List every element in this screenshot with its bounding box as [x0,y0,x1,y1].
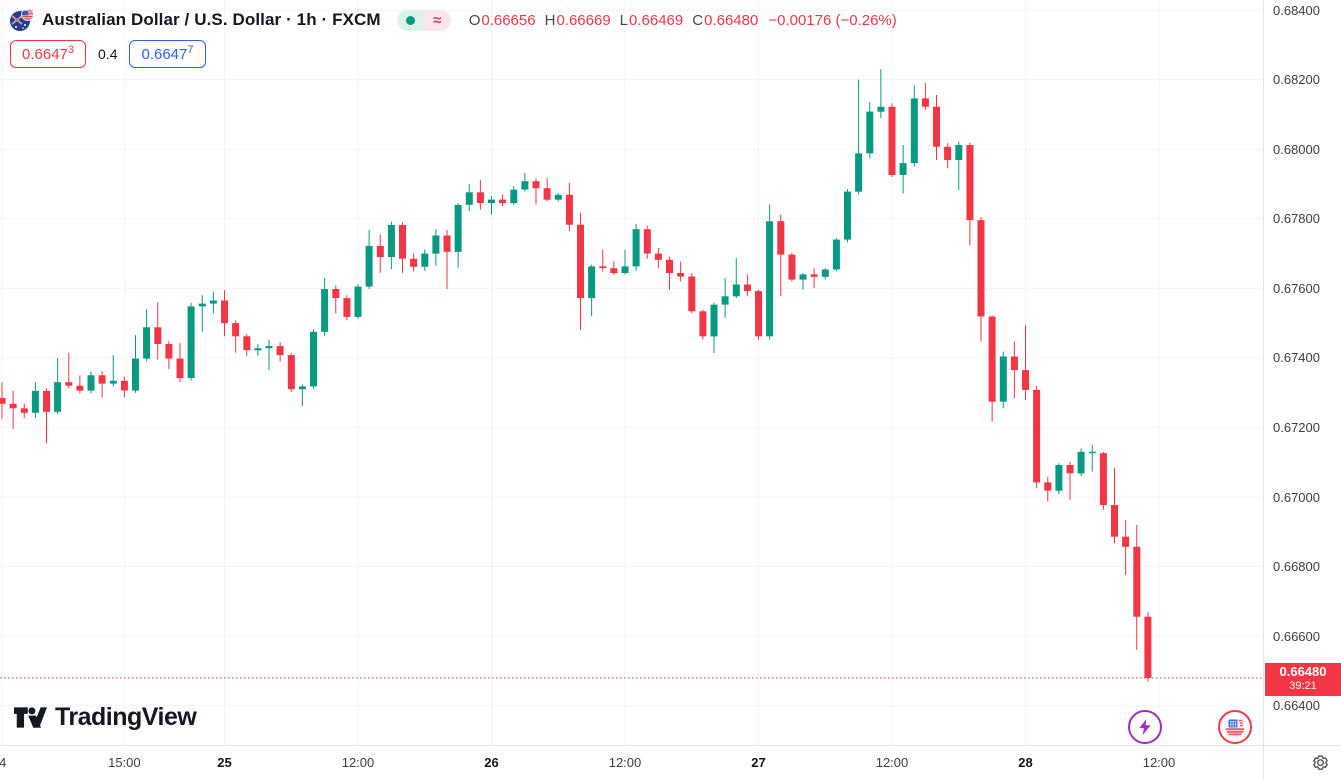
time-axis-label: 27 [751,755,766,770]
market-status-pill[interactable]: ≈ [396,9,451,31]
tradingview-wordmark: TradingView [55,703,197,731]
time-axis-label: 25 [217,755,232,770]
low-value: 0.66469 [629,11,684,29]
price-axis[interactable]: 0.66480 39:21 0.68400 0.68200 0.68000 0.678… [1263,0,1341,745]
tradingview-logo[interactable]: TradingView [14,703,197,732]
price-axis-label: 0.66600 [1273,628,1320,644]
spread-value: 0.4 [98,46,118,62]
time-axis-label: 15:00 [108,755,141,770]
ask-sup-digit: 7 [187,44,194,56]
price-axis-label: 0.67000 [1273,489,1320,505]
price-axis-label: 0.67600 [1273,280,1320,296]
axis-corner [1263,745,1341,780]
us-economic-event-icon[interactable] [1218,710,1252,744]
chart-canvas[interactable] [0,0,1263,745]
tradingview-logo-icon [14,707,47,728]
price-axis-label: 0.67400 [1273,350,1320,366]
change-value: −0.00176 (−0.26%) [768,11,897,29]
delayed-data-icon: ≈ [423,9,451,31]
price-axis-label: 0.67800 [1273,211,1320,227]
price-axis-label: 0.66400 [1273,698,1320,714]
gear-icon[interactable] [1310,753,1331,774]
ohlc-readout: O0.66656 H0.66669 L0.66469 C0.66480 −0.0… [469,12,897,29]
time-axis-label: 28 [1018,755,1033,770]
bid-price-button[interactable]: 0.66473 [10,40,87,68]
bid-main: 0.6647 [22,46,68,63]
aud-usd-flag-icon [10,8,34,31]
price-axis-label: 0.66800 [1273,559,1320,575]
high-label: H [544,11,556,29]
bar-countdown: 39:21 [1289,679,1317,692]
price-axis-label: 0.67200 [1273,419,1320,435]
open-value: 0.66656 [481,11,536,29]
close-value: 0.66480 [704,11,759,29]
time-axis[interactable]: 4 15:00 25 12:00 26 12:00 27 12:00 28 12:00 [0,745,1263,780]
close-label: C [692,11,704,29]
instant-trading-button[interactable] [1128,710,1162,744]
time-axis-label: 12:00 [1142,755,1176,770]
ask-price-button[interactable]: 0.66477 [129,40,206,68]
us-flag-roundel-icon [1225,717,1245,737]
low-label: L [619,11,629,29]
time-axis-label: 4 [0,755,6,770]
price-axis-label: 0.68000 [1273,141,1320,157]
market-open-dot-icon [396,9,424,31]
price-axis-label: 0.68400 [1273,2,1320,18]
ask-main: 0.6647 [141,46,188,63]
high-value: 0.66669 [556,11,611,29]
time-axis-label: 26 [484,755,499,770]
bid-sup-digit: 3 [67,44,75,56]
current-price-value: 0.66480 [1279,663,1327,679]
time-axis-label: 12:00 [341,755,375,770]
time-axis-label: 12:00 [608,755,642,770]
lightning-bolt-icon [1139,719,1151,735]
price-axis-label: 0.68200 [1273,72,1320,88]
current-price-label: 0.66480 39:21 [1265,662,1341,696]
symbol-title[interactable]: Australian Dollar / U.S. Dollar · 1h · F… [42,10,381,29]
open-label: O [468,11,481,29]
time-axis-label: 12:00 [875,755,909,770]
